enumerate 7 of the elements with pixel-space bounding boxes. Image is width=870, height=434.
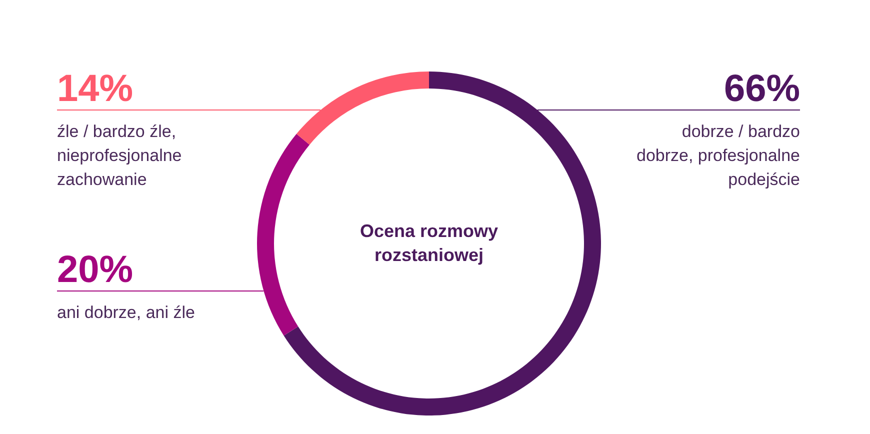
data-label: 66% bbox=[724, 68, 800, 110]
slice-label: ani dobrze, ani źle bbox=[57, 303, 195, 322]
slice-label: dobrze / bardzo dobrze, profesjonalne podejście bbox=[636, 122, 800, 189]
slice-label: źle / bardzo źle, nieprofesjonalne zachowanie bbox=[57, 122, 182, 189]
text: Ocena rozmowy rozstaniowej bbox=[360, 221, 498, 265]
data-label: 20% bbox=[57, 249, 134, 291]
data-label: 14% bbox=[57, 68, 134, 110]
